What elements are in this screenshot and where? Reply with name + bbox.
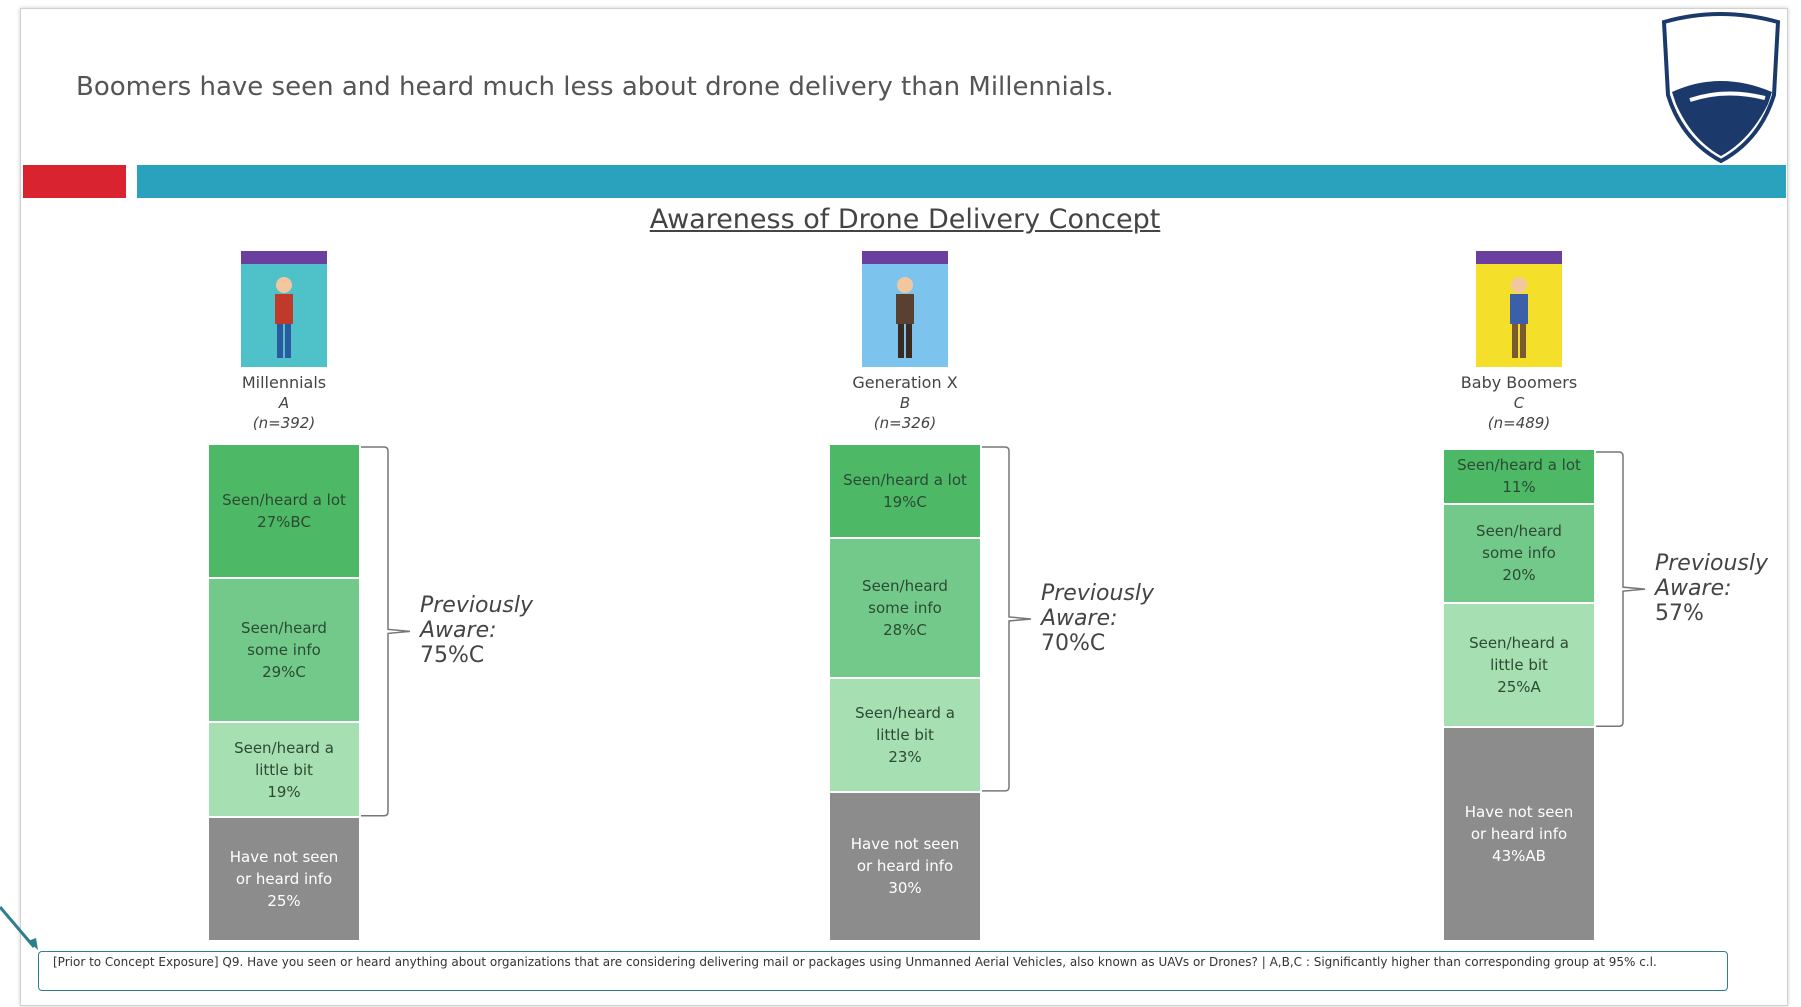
category-name: Millennials (241, 373, 327, 392)
teal-bar (137, 165, 1786, 198)
bar-segment: Seen/heard some info 20% (1444, 504, 1594, 605)
segment-name: Seen/heard a little bit (234, 738, 334, 779)
aware-bracket (1596, 451, 1646, 728)
group-letter: A (278, 394, 290, 412)
icon-millennials (241, 251, 327, 367)
category-label: Baby Boomers C (n=489) (1409, 373, 1629, 433)
bar-segment: Seen/heard a little bit 25%A (1444, 604, 1594, 729)
bar-segment: Seen/heard some info 29%C (209, 579, 359, 724)
value-label: 30% (888, 879, 922, 898)
aware-caption: Previously Aware: (420, 593, 533, 644)
value-label: 43%AB (1492, 847, 1546, 866)
value-label: 23% (888, 747, 922, 766)
segment-name: Seen/heard a lot (1457, 456, 1581, 475)
value-label: 25% (267, 891, 301, 910)
sample-size: (n=392) (252, 414, 316, 432)
segment-name: Have not seen or heard info (229, 847, 339, 888)
segment-name: Seen/heard a lot (843, 471, 967, 490)
value-label: 19%C (883, 493, 927, 512)
segment-name: Have not seen or heard info (1464, 803, 1574, 844)
bar-segment: Seen/heard a lot 27%BC (209, 445, 359, 580)
slide-frame (20, 8, 1788, 1006)
red-bar (23, 165, 126, 198)
aware-value: 70%C (1041, 630, 1106, 656)
aware-value: 75%C (420, 643, 485, 669)
bar-segment: Seen/heard a lot 11% (1444, 449, 1594, 505)
segment-name: Seen/heard a little bit (855, 703, 955, 744)
segment-name: Seen/heard a lot (222, 491, 346, 510)
slide-title: Boomers have seen and heard much less ab… (76, 72, 1114, 102)
segment-name: Seen/heard some info (862, 577, 948, 617)
value-label: 19% (267, 782, 301, 801)
sample-size: (n=489) (1487, 414, 1551, 432)
category-name: Baby Boomers (1460, 373, 1578, 392)
group-letter: B (899, 394, 911, 412)
chart-title: Awareness of Drone Delivery Concept (649, 204, 1161, 235)
aware-label: Previously Aware: 57% (1655, 551, 1775, 626)
sample-size: (n=326) (873, 414, 937, 432)
icon-baby-boomers (1476, 251, 1562, 367)
value-label: 28%C (883, 621, 927, 639)
aware-label: Previously Aware: 75%C (420, 593, 540, 668)
bar-segment: Seen/heard some info 28%C (830, 539, 980, 679)
category-name: Generation X (852, 373, 958, 392)
group-letter: C (1513, 394, 1525, 412)
aware-caption: Previously Aware: (1655, 551, 1768, 602)
bar-segment: Seen/heard a little bit 19% (209, 723, 359, 818)
value-label: 27%BC (257, 513, 311, 532)
icon-generation-x (862, 251, 948, 367)
category-label: Generation X B (n=326) (795, 373, 1015, 433)
value-label: 25%A (1497, 678, 1541, 697)
value-label: 11% (1502, 478, 1536, 497)
logo-stripe (1689, 91, 1766, 102)
segment-name: Seen/heard some info (241, 619, 327, 660)
value-label: 20% (1502, 566, 1536, 585)
aware-bracket (982, 446, 1032, 792)
category-label: Millennials A (n=392) (174, 373, 394, 433)
footnote: [Prior to Concept Exposure] Q9. Have you… (38, 951, 1728, 991)
aware-label: Previously Aware: 70%C (1041, 581, 1161, 656)
bar-segment: Seen/heard a little bit 23% (830, 678, 980, 793)
bar-segment: Have not seen or heard info 30% (830, 792, 980, 942)
aware-bracket (361, 446, 411, 817)
segment-name: Seen/heard some info (1476, 522, 1562, 563)
segment-name: Seen/heard a little bit (1469, 634, 1569, 675)
bar-segment: Seen/heard a lot 19%C (830, 445, 980, 540)
segment-name: Have not seen or heard info (850, 835, 960, 876)
value-label: 29%C (262, 663, 306, 682)
callout-arrowhead (28, 938, 38, 950)
aware-caption: Previously Aware: (1041, 580, 1154, 631)
bar-segment: Have not seen or heard info 43%AB (1444, 728, 1594, 942)
bar-segment: Have not seen or heard info 25% (209, 817, 359, 942)
aware-value: 57% (1655, 601, 1704, 627)
